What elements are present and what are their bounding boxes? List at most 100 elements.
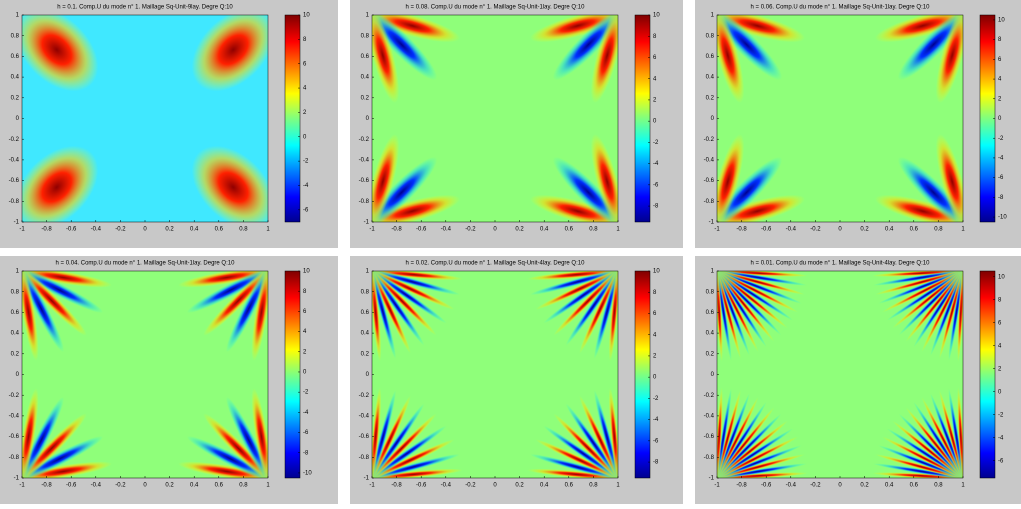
field-lobe bbox=[251, 388, 268, 478]
field-lobe bbox=[530, 453, 618, 478]
field-lobe bbox=[590, 15, 618, 103]
y-tick-label: 0.4 bbox=[11, 75, 20, 81]
colorbar-tick-label: -4 bbox=[303, 183, 309, 189]
colorbar-tick-label: -4 bbox=[653, 161, 659, 167]
x-tick-label: 0.8 bbox=[934, 483, 943, 489]
field-lobe bbox=[935, 134, 963, 222]
colorbar-tick-label: 0 bbox=[303, 134, 307, 140]
x-tick-label: -0.4 bbox=[786, 483, 797, 489]
x-tick-label: 0.8 bbox=[239, 483, 248, 489]
colorbar-tick-label: -2 bbox=[303, 159, 309, 165]
y-tick-label: 0.6 bbox=[361, 310, 370, 316]
y-tick-label: 0.4 bbox=[361, 75, 370, 81]
x-tick-label: 0.2 bbox=[515, 227, 524, 233]
y-tick-label: 0.8 bbox=[11, 289, 20, 295]
y-tick-label: -0.2 bbox=[359, 393, 370, 399]
x-tick-label: -0.4 bbox=[91, 483, 102, 489]
x-tick-label: -0.2 bbox=[810, 227, 821, 233]
x-tick-label: 1 bbox=[616, 483, 620, 489]
colorbar bbox=[979, 270, 996, 479]
colorbar-tick-label: -4 bbox=[998, 156, 1004, 162]
x-tick-label: 0.6 bbox=[565, 483, 574, 489]
field-background bbox=[372, 271, 618, 478]
y-tick-label: -0.8 bbox=[359, 199, 370, 205]
colorbar-tick-label: 0 bbox=[998, 389, 1002, 395]
field-lobe bbox=[186, 271, 268, 314]
field-lobe bbox=[22, 15, 99, 92]
x-tick-label: -0.2 bbox=[810, 483, 821, 489]
colorbar-tick-label: 4 bbox=[998, 343, 1002, 349]
colorbar-tick-label: 2 bbox=[653, 354, 657, 360]
field-lobe bbox=[191, 145, 268, 222]
colorbar-tick-label: 4 bbox=[653, 332, 657, 338]
field-lobe bbox=[717, 134, 745, 222]
y-tick-label: -0.6 bbox=[359, 178, 370, 184]
panel: h = 0.02. Comp.U du mode n° 1. Maillage … bbox=[350, 256, 683, 504]
x-tick-label: -0.8 bbox=[736, 227, 747, 233]
colorbar-tick-label: -6 bbox=[998, 175, 1004, 181]
x-tick-label: 0 bbox=[493, 227, 497, 233]
chart-title: h = 0.06. Comp.U du mode n° 1. Maillage … bbox=[751, 5, 931, 11]
colorbar-tick-label: 10 bbox=[653, 269, 660, 275]
y-tick-label: 0.6 bbox=[706, 310, 715, 316]
y-tick-label: 0.4 bbox=[706, 75, 715, 81]
x-tick-label: -0.8 bbox=[391, 227, 402, 233]
colorbar bbox=[284, 270, 301, 479]
colorbar-tick-label: 8 bbox=[998, 37, 1002, 43]
y-tick-label: 0.8 bbox=[11, 33, 20, 39]
field-lobe bbox=[22, 271, 112, 288]
field-lobe bbox=[872, 472, 963, 478]
x-tick-label: -0.2 bbox=[115, 227, 126, 233]
field bbox=[717, 271, 963, 478]
colorbar-tick-label: 6 bbox=[653, 311, 657, 317]
field-lobe bbox=[251, 271, 268, 361]
field-lobe bbox=[372, 134, 400, 222]
x-tick-label: 0.6 bbox=[215, 227, 224, 233]
field-lobe bbox=[186, 435, 268, 478]
colorbar-tick-label: -2 bbox=[998, 136, 1004, 142]
x-tick-label: -0.4 bbox=[441, 227, 452, 233]
y-tick-label: -0.4 bbox=[9, 413, 20, 419]
x-tick-label: 0 bbox=[493, 483, 497, 489]
y-tick-label: 0.6 bbox=[706, 54, 715, 60]
y-tick-label: 0 bbox=[711, 372, 715, 378]
colorbar-tick-label: -2 bbox=[653, 396, 659, 402]
y-tick-label: -1 bbox=[14, 476, 20, 482]
colorbar-tick-label: 2 bbox=[998, 96, 1002, 102]
y-tick-label: -0.8 bbox=[359, 455, 370, 461]
field-lobe bbox=[22, 461, 112, 478]
x-tick-label: 0.2 bbox=[165, 227, 174, 233]
field-lobe bbox=[372, 271, 463, 281]
field bbox=[372, 15, 618, 222]
field-lobe bbox=[875, 194, 963, 222]
y-tick-label: 0.6 bbox=[11, 54, 20, 60]
colorbar-tick-label: -6 bbox=[998, 458, 1004, 464]
field-lobe bbox=[935, 15, 963, 103]
field bbox=[22, 15, 268, 222]
x-tick-label: -1 bbox=[369, 483, 375, 489]
colorbar-tick-label: 4 bbox=[998, 77, 1002, 83]
chart-title: h = 0.08. Comp.U du mode n° 1. Maillage … bbox=[406, 5, 586, 11]
x-tick-label: 0.8 bbox=[589, 227, 598, 233]
colorbar-tick-label: 10 bbox=[303, 13, 310, 19]
field-lobe bbox=[717, 387, 723, 478]
chart-title: h = 0.01. Comp.U du mode n° 1. Maillage … bbox=[751, 261, 931, 267]
field-lobe bbox=[22, 271, 104, 314]
colorbar-tick-label: 2 bbox=[998, 366, 1002, 372]
x-tick-label: 0.4 bbox=[540, 483, 549, 489]
field-lobe bbox=[530, 271, 618, 296]
field-lobe bbox=[372, 271, 460, 296]
x-tick-label: 0.8 bbox=[934, 227, 943, 233]
x-tick-label: 1 bbox=[616, 227, 620, 233]
colorbar-tick-label: 2 bbox=[303, 110, 307, 116]
x-tick-label: -0.2 bbox=[115, 483, 126, 489]
x-tick-label: 0.4 bbox=[190, 227, 199, 233]
y-tick-label: 0.4 bbox=[361, 331, 370, 337]
y-tick-label: -0.6 bbox=[9, 178, 20, 184]
y-tick-label: 0.2 bbox=[11, 95, 20, 101]
x-tick-label: -1 bbox=[369, 227, 375, 233]
field-lobe bbox=[22, 388, 39, 478]
x-tick-label: -0.6 bbox=[66, 483, 77, 489]
